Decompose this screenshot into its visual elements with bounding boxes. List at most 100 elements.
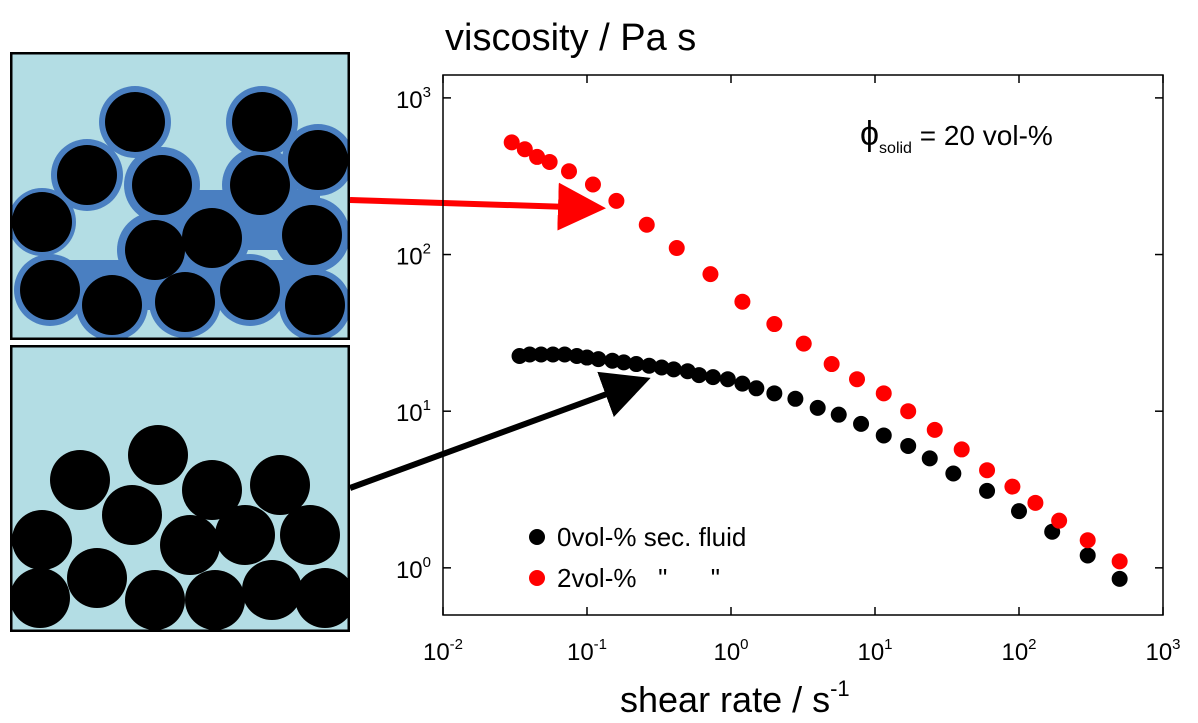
- data-point: [875, 385, 892, 402]
- x-axis-title-text: shear rate / s: [620, 679, 830, 718]
- data-point: [702, 266, 719, 283]
- tick-label-exp: 3: [423, 84, 431, 101]
- data-point: [734, 293, 751, 310]
- tick-label: 100: [713, 636, 748, 666]
- tick-label-base: 10: [1145, 639, 1172, 666]
- tick-label-exp: 0: [423, 554, 431, 571]
- legend-label: 0vol-% sec. fluid: [557, 522, 746, 552]
- data-point: [787, 390, 804, 407]
- data-point: [1079, 547, 1096, 564]
- data-point: [926, 421, 943, 438]
- arrow: [348, 371, 651, 491]
- annotation-symbol: ϕ: [860, 115, 879, 153]
- data-point: [830, 406, 847, 423]
- tick-label-base: 10: [713, 639, 740, 666]
- data-point: [668, 240, 685, 257]
- data-point: [945, 465, 962, 482]
- data-point: [979, 482, 996, 499]
- tick-label-base: 10: [396, 87, 423, 114]
- annotation-text: = 20 vol-%: [912, 120, 1053, 151]
- tick-label-base: 10: [857, 639, 884, 666]
- tick-label: 102: [1001, 636, 1036, 666]
- data-point: [1004, 478, 1021, 495]
- data-point: [900, 437, 917, 454]
- data-point: [556, 346, 573, 363]
- data-point: [921, 450, 938, 467]
- tick-label: 10-1: [567, 636, 607, 666]
- data-point: [853, 415, 870, 432]
- tick-label: 103: [396, 84, 431, 114]
- annotation: ϕsolid = 20 vol-%: [860, 115, 1053, 157]
- tick-label-exp: -1: [594, 636, 607, 653]
- x-axis-title: shear rate / s-1: [620, 676, 850, 718]
- tick-label-exp: 1: [423, 397, 431, 414]
- data-point: [691, 367, 708, 384]
- data-point: [638, 216, 655, 233]
- data-point: [503, 134, 520, 151]
- data-point: [653, 359, 670, 376]
- data-point: [953, 441, 970, 458]
- data-point: [561, 163, 578, 180]
- data-point: [544, 346, 561, 363]
- data-point: [541, 153, 558, 170]
- legend-marker: [529, 529, 545, 545]
- tick-label: 101: [396, 397, 431, 427]
- tick-label-exp: -2: [450, 636, 463, 653]
- chart-title: viscosity / Pa s: [445, 17, 696, 59]
- x-axis-title-sup: -1: [830, 676, 850, 701]
- data-point: [533, 346, 550, 363]
- tick-label-exp: 2: [423, 241, 431, 258]
- data-point: [705, 369, 722, 386]
- tick-label-exp: 0: [740, 636, 748, 653]
- data-point: [521, 346, 538, 363]
- data-point: [1079, 532, 1096, 549]
- data-point: [809, 399, 826, 416]
- tick-label-base: 10: [396, 400, 423, 427]
- data-point: [849, 371, 866, 388]
- tick-label-base: 10: [567, 639, 594, 666]
- data-point: [823, 356, 840, 373]
- illustration-top: [10, 52, 350, 340]
- data-point: [875, 427, 892, 444]
- illustration-bottom: [10, 345, 350, 632]
- tick-label-base: 10: [423, 639, 450, 666]
- annotation-subscript: solid: [879, 140, 912, 157]
- data-point: [766, 316, 783, 333]
- data-point: [748, 380, 765, 397]
- data-point: [590, 351, 607, 368]
- data-point: [584, 176, 601, 193]
- data-point: [516, 141, 533, 158]
- tick-label: 10-2: [423, 636, 463, 666]
- data-point: [1111, 553, 1128, 570]
- data-point: [529, 148, 546, 165]
- tick-label: 100: [396, 554, 431, 584]
- data-point: [734, 375, 751, 392]
- data-point: [1027, 494, 1044, 511]
- data-point: [1011, 503, 1027, 520]
- data-point: [615, 354, 632, 371]
- data-point: [641, 357, 658, 374]
- data-point: [719, 371, 736, 388]
- tick-label-exp: 1: [884, 636, 892, 653]
- plot-frame: [442, 74, 1164, 616]
- tick-label-exp: 3: [1172, 636, 1180, 653]
- tick-label-base: 10: [1001, 639, 1028, 666]
- data-point: [795, 335, 812, 352]
- data-point: [665, 361, 682, 378]
- data-point: [900, 403, 917, 420]
- tick-label-base: 10: [396, 244, 423, 271]
- tick-label-exp: 2: [1028, 636, 1036, 653]
- arrow: [349, 182, 606, 231]
- data-point: [1051, 512, 1068, 529]
- data-point: [608, 192, 625, 209]
- data-point: [979, 462, 996, 479]
- tick-label: 102: [396, 241, 431, 271]
- data-point: [1111, 570, 1128, 587]
- legend-marker: [529, 570, 545, 586]
- data-point: [766, 385, 783, 402]
- tick-label-base: 10: [396, 557, 423, 584]
- legend-label: 2vol-% " ": [557, 563, 720, 593]
- data-point: [628, 356, 645, 373]
